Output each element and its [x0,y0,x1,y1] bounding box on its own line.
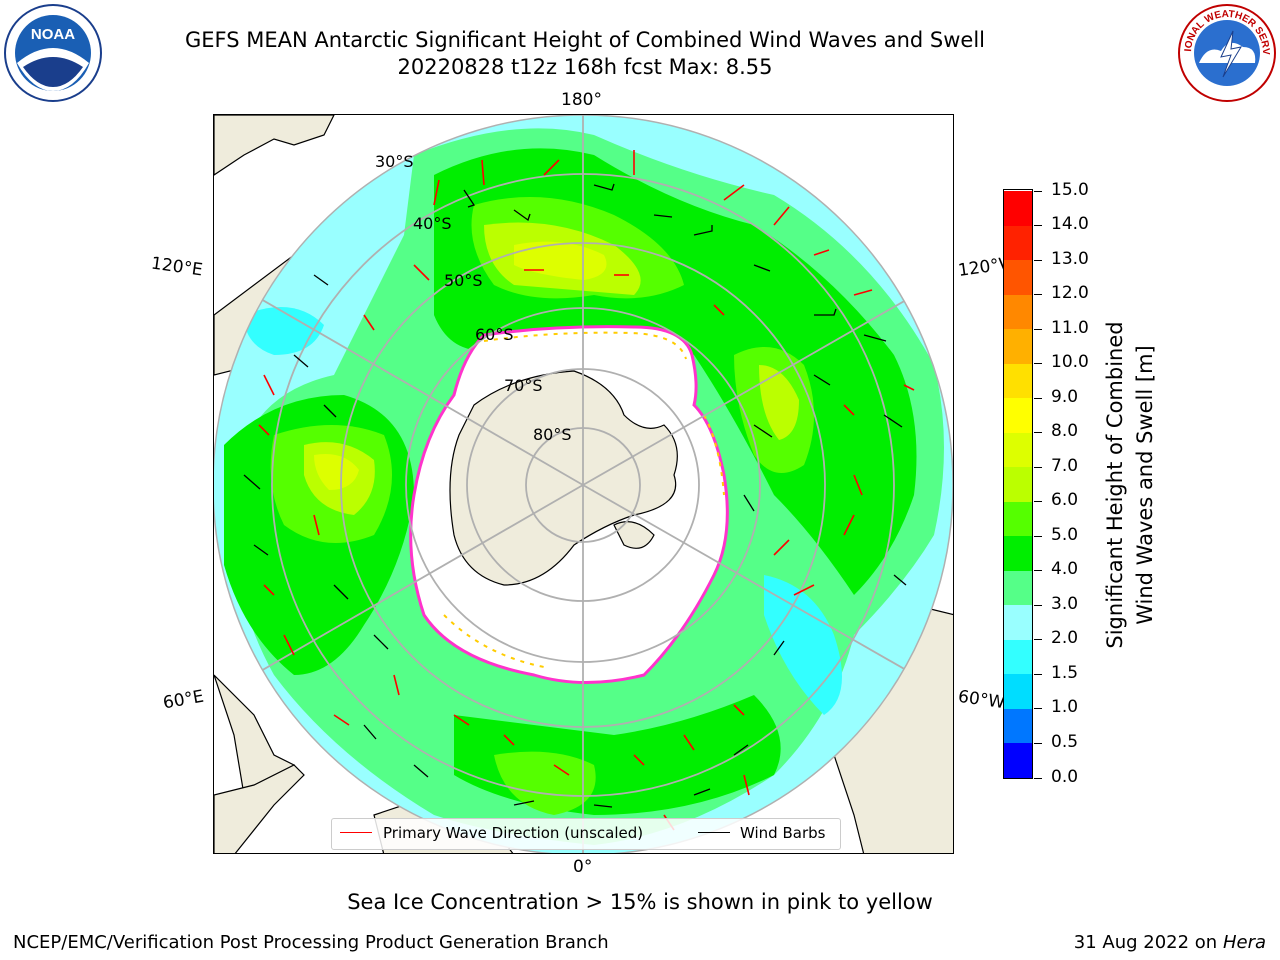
wind-barbs-label: Wind Barbs [740,824,826,842]
colorbar-tick-label: 8.0 [1051,421,1079,442]
footer-date: 31 Aug 2022 on [1073,932,1218,953]
colorbar-tick [1034,294,1042,296]
noaa-logo: NOAA [4,4,102,102]
lat-label-30s: 30°S [375,152,414,171]
colorbar-segment [1004,294,1032,330]
colorbar-tick [1034,570,1042,572]
colorbar-tick [1034,190,1042,192]
colorbar-title-line-2: Wind Waves and Swell [m] [1133,345,1157,625]
lat-label-60s: 60°S [475,325,514,344]
colorbar-segment [1004,604,1032,640]
colorbar-segment [1004,501,1032,537]
sea-ice-note: Sea Ice Concentration > 15% is shown in … [347,890,933,914]
colorbar-tick-label: 3.0 [1051,593,1079,614]
colorbar-segment [1004,190,1032,226]
title-line-1: GEFS MEAN Antarctic Significant Height o… [184,28,986,52]
wave-direction-label: Primary Wave Direction (unscaled) [383,824,644,842]
lat-label-80s: 80°S [533,425,572,444]
colorbar-tick [1034,501,1042,503]
colorbar-tick [1034,225,1042,227]
colorbar [1003,189,1033,779]
colorbar-tick-label: 5.0 [1051,524,1079,545]
colorbar-segment [1004,397,1032,433]
colorbar-tick [1034,397,1042,399]
colorbar-tick-label: 1.0 [1051,697,1079,718]
colorbar-tick [1034,363,1042,365]
footer-left: NCEP/EMC/Verification Post Processing Pr… [13,932,609,953]
colorbar-tick-label: 14.0 [1051,214,1089,235]
lat-label-40s: 40°S [413,214,452,233]
colorbar-tick-label: 1.5 [1051,662,1079,683]
colorbar-segment [1004,673,1032,709]
colorbar-segment [1004,432,1032,468]
lat-label-50s: 50°S [444,271,483,290]
nws-logo: NATIONAL WEATHER SERVICE [1177,3,1276,102]
colorbar-title-line-1: Significant Height of Combined [1103,321,1127,649]
colorbar-tick [1034,328,1042,330]
colorbar-tick-label: 7.0 [1051,455,1079,476]
colorbar-tick-label: 12.0 [1051,283,1089,304]
colorbar-segment [1004,535,1032,571]
colorbar-tick [1034,259,1042,261]
map-legend: Primary Wave Direction (unscaled) Wind B… [331,818,841,850]
colorbar-tick-label: 11.0 [1051,317,1089,338]
wind-barbs [243,183,907,808]
colorbar-tick [1034,673,1042,675]
lon-label-120e: 120°E [149,253,204,281]
meridians [214,115,953,853]
lon-label-180: 180° [561,90,602,110]
antarctica [449,370,678,586]
title-line-2: 20220828 t12z 168h fcst Max: 8.55 [397,55,773,79]
wind-barbs-swatch [698,832,730,833]
colorbar-tick-label: 10.0 [1051,352,1089,373]
lon-label-0: 0° [573,857,593,877]
colorbar-segment [1004,742,1032,778]
colorbar-tick [1034,535,1042,537]
colorbar-segment [1004,225,1032,261]
colorbar-segment [1004,708,1032,744]
colorbar-tick-label: 0.0 [1051,766,1079,787]
colorbar-tick [1034,639,1042,641]
colorbar-tick-label: 6.0 [1051,490,1079,511]
colorbar-tick [1034,432,1042,434]
lat-label-70s: 70°S [504,376,543,395]
svg-text:NOAA: NOAA [31,26,75,43]
lon-label-60e: 60°E [161,686,206,714]
colorbar-segment [1004,363,1032,399]
colorbar-tick [1034,742,1042,744]
colorbar-tick [1034,708,1042,710]
colorbar-segment [1004,328,1032,364]
colorbar-segment [1004,259,1032,295]
colorbar-tick-label: 0.5 [1051,731,1079,752]
colorbar-tick [1034,777,1042,779]
colorbar-tick [1034,604,1042,606]
colorbar-tick-label: 2.0 [1051,628,1079,649]
colorbar-title: Significant Height of Combined Wind Wave… [1100,305,1160,665]
colorbar-tick-label: 13.0 [1051,248,1089,269]
colorbar-segment [1004,466,1032,502]
polar-map [213,114,954,854]
colorbar-tick-label: 15.0 [1051,179,1089,200]
colorbar-segment [1004,570,1032,606]
footer-host: Hera [1222,932,1266,953]
colorbar-tick-label: 4.0 [1051,559,1079,580]
colorbar-tick-label: 9.0 [1051,386,1079,407]
wave-direction-swatch [340,832,372,833]
colorbar-segment [1004,639,1032,675]
lon-label-60w: 60°W [956,686,1007,714]
colorbar-tick [1034,466,1042,468]
map-canvas [214,115,953,853]
footer-right: 31 Aug 2022 on Hera [1074,932,1266,953]
